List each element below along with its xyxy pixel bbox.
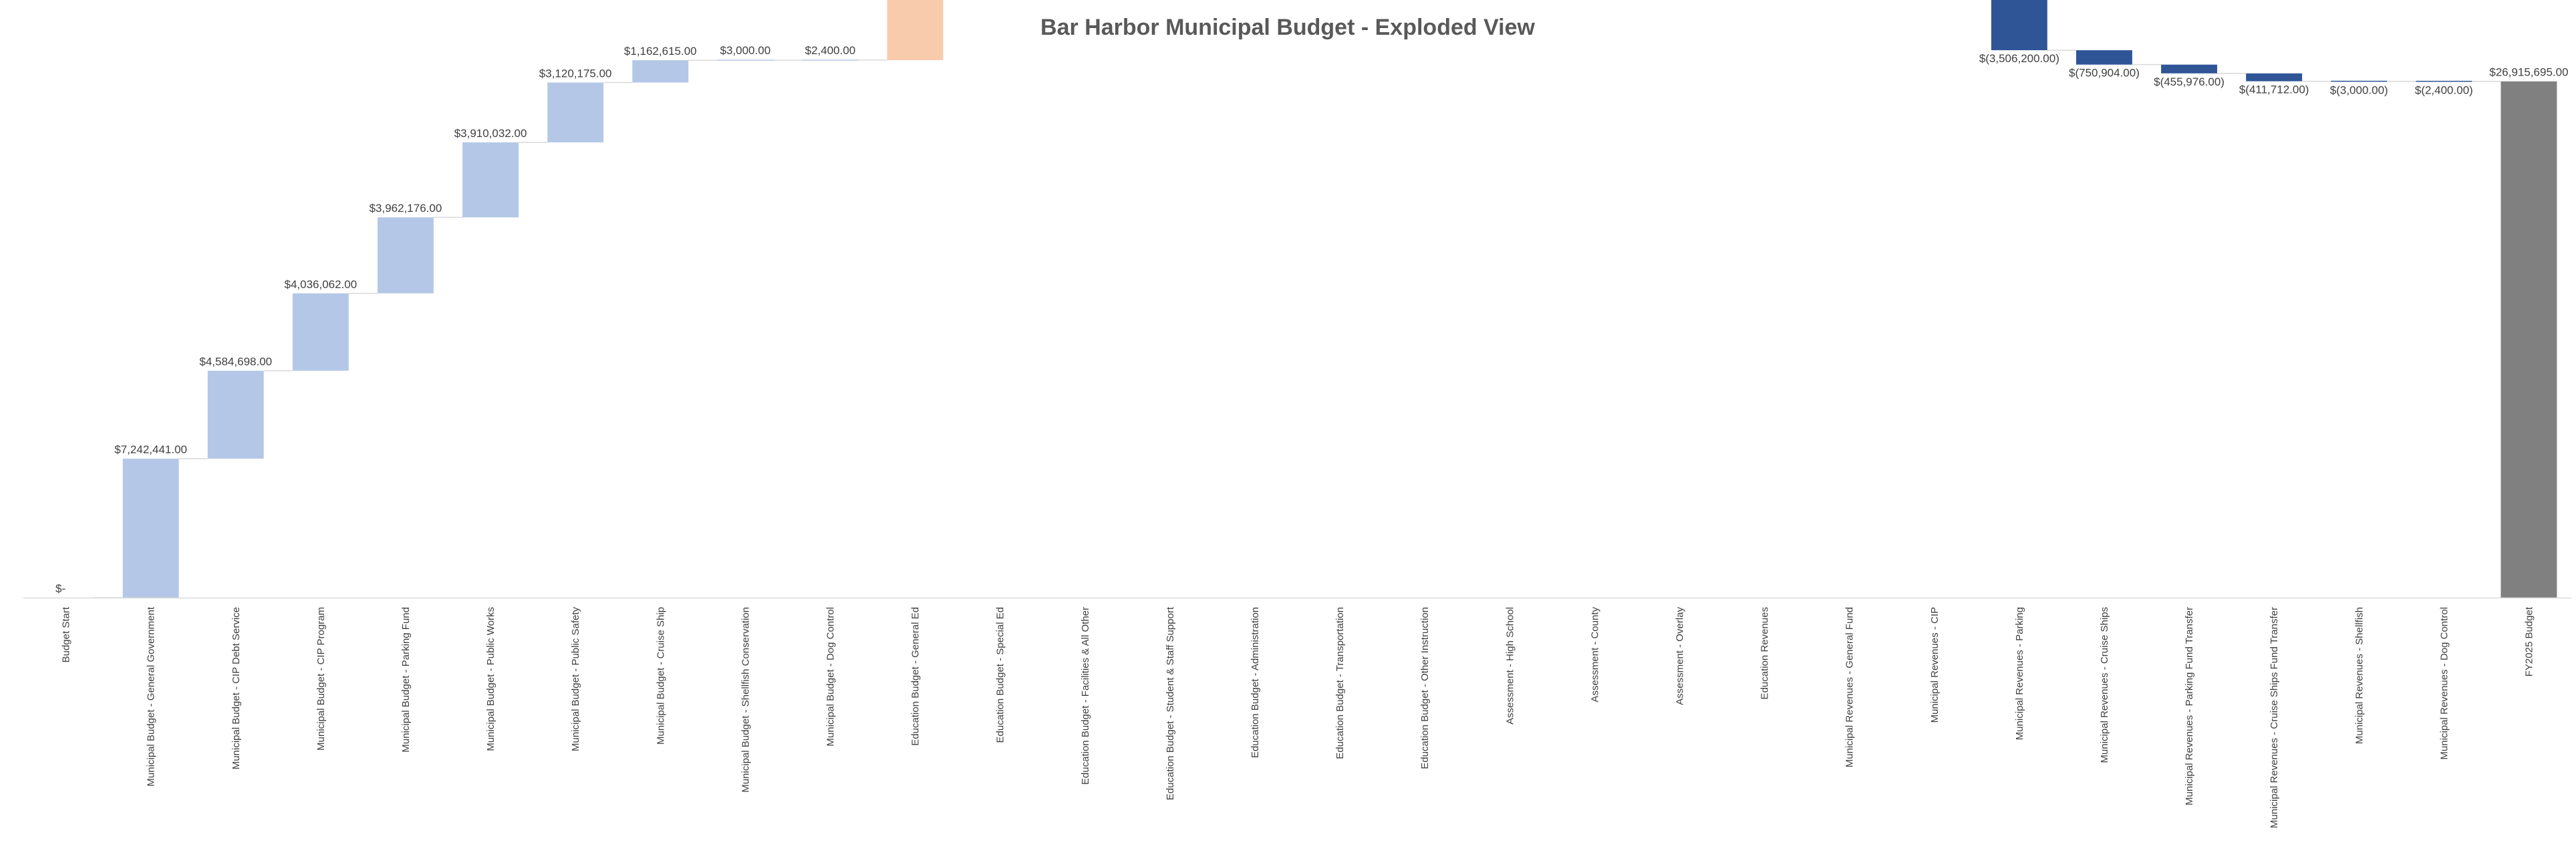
bar-municipal-revenues-cruise-ships-fund-transfer (2246, 73, 2303, 82)
category-label-municipal-revenues-parking-fund-transfer: Municipal Revenues - Parking Fund Transf… (2184, 607, 2195, 806)
category-label-municipal-revenues-shellfish: Municipal Revenues - Shellfish (2353, 607, 2365, 744)
data-label-municipal-budget-public-safety: $3,120,175.00 (539, 67, 612, 80)
data-label-municipal-budget-public-works: $3,910,032.00 (454, 127, 527, 140)
category-label-education-budget-transportation: Education Budget - Transportation (1334, 607, 1346, 759)
data-label-municipal-revenues-shellfish: $(3,000.00) (2330, 84, 2388, 96)
category-label-education-revenues: Education Revenues (1759, 607, 1771, 699)
bar-education-budget-general-ed (887, 0, 944, 60)
category-label-fy2025-budget: FY2025 Budget (2523, 606, 2535, 676)
category-label-education-budget-student-and-staff-support: Education Budget - Student & Staff Suppo… (1165, 606, 1176, 800)
data-label-municipal-budget-general-government: $7,242,441.00 (114, 443, 187, 456)
category-label-municipal-budget-parking-fund: Municipal Budget - Parking Fund (400, 607, 412, 753)
bar-municipal-revenues-cruise-ships (2076, 50, 2132, 65)
data-label-municipal-budget-shellfish-conservation: $3,000.00 (720, 44, 771, 57)
data-label-municipal-budget-parking-fund: $3,962,176.00 (370, 202, 442, 215)
bar-municipal-budget-general-government (122, 459, 179, 598)
category-label-municipal-revenues-general-fund: Municipal Revenues - General Fund (1844, 607, 1856, 767)
bar-municipal-revenues-parking (1991, 0, 2047, 51)
data-label-municipal-budget-cip-debt-service: $4,584,698.00 (199, 356, 272, 368)
data-label-municipal-revenues-cruise-ships: $(750,904.00) (2069, 67, 2140, 80)
bar-municipal-revenues-parking-fund-transfer (2161, 64, 2217, 74)
category-label-assessment-overlay: Assessment - Overlay (1674, 607, 1685, 705)
category-label-municipal-budget-dog-control: Municipal Budget - Dog Control (825, 607, 836, 746)
bar-municipal-budget-public-works (462, 142, 519, 218)
bar-municipal-budget-cruise-ship (632, 60, 689, 83)
bar-municipal-budget-public-safety (547, 82, 604, 142)
data-label-municipal-budget-cruise-ship: $1,162,615.00 (624, 45, 697, 57)
category-label-education-budget-facilities-and-all-other: Education Budget - Facilities & All Othe… (1080, 607, 1091, 785)
bar-municipal-budget-dog-control (802, 59, 859, 61)
category-label-assessment-high-school: Assessment - High School (1504, 607, 1516, 725)
bar-municipal-revenues-dog-control (2416, 80, 2472, 82)
data-label-group: $- $7,242,441.00 $4,584,698.00 $4,036,062.0… (55, 44, 2569, 595)
category-label-municipal-budget-cip-debt-service: Municipal Budget - CIP Debt Service (231, 607, 242, 769)
category-label-municipal-budget-public-safety: Municipal Budget - Public Safety (570, 607, 581, 751)
data-label-municipal-revenues-dog-control: $(2,400.00) (2415, 84, 2473, 96)
bar-municipal-budget-cip-program (292, 293, 349, 371)
bar-group (122, 0, 2557, 598)
category-label-education-budget-special-ed: Education Budget - Special Ed (995, 607, 1006, 743)
category-label-municipal-revenues-cip: Municipal Revenues - CIP (1929, 607, 1941, 723)
category-label-municipal-revenues-parking: Municipal Revenues - Parking (2014, 607, 2025, 740)
bar-municipal-budget-shellfish-conservation (717, 59, 774, 61)
category-label-municipal-budget-cruise-ship: Municipal Budget - Cruise Ship (655, 607, 666, 745)
data-label-municipal-revenues-parking: $(3,506,200.00) (1979, 52, 2059, 65)
category-label-municipal-budget-general-government: Municipal Budget - General Government (146, 606, 157, 786)
chart-title: Bar Harbor Municipal Budget - Exploded V… (1040, 15, 1535, 40)
category-label-municipal-budget-public-works: Municipal Budget - Public Works (485, 607, 496, 751)
category-label-education-budget-other-instruction: Education Budget - Other Instruction (1419, 607, 1431, 769)
data-label-municipal-budget-dog-control: $2,400.00 (805, 44, 856, 57)
data-label-municipal-revenues-parking-fund-transfer: $(455,976.00) (2154, 76, 2225, 88)
category-label-municipal-budget-shellfish-conservation: Municipal Budget - Shellfish Conservatio… (740, 607, 751, 793)
data-label-fy2025-budget: $26,915,695.00 (2489, 66, 2568, 79)
data-label-municipal-revenues-cruise-ships-fund-transfer: $(411,712.00) (2239, 84, 2309, 96)
bar-fy2025-budget (2500, 81, 2557, 598)
category-label-municipal-revenues-dog-control: Municipal Revenues - Dog Control (2438, 607, 2450, 759)
category-label-education-budget-administration: Education Budget - Administration (1250, 607, 1261, 758)
category-label-budget-start: Budget Start (61, 606, 72, 662)
category-label-municipal-revenues-cruise-ships-fund-transfer: Municipal Revenues - Cruise Ships Fund T… (2269, 607, 2280, 828)
category-label-group: Budget Start Municipal Budget - General G… (61, 606, 2535, 828)
bar-municipal-budget-parking-fund (378, 217, 434, 293)
data-label-budget-start: $- (55, 582, 65, 595)
category-label-education-budget-general-ed: Education Budget - General Ed (910, 607, 921, 746)
data-label-municipal-budget-cip-program: $4,036,062.00 (284, 278, 357, 291)
bar-municipal-revenues-shellfish (2331, 80, 2388, 82)
category-label-municipal-revenues-cruise-ships: Municipal Revenues - Cruise Ships (2099, 607, 2110, 763)
category-label-municipal-budget-cip-program: Municipal Budget - CIP Program (315, 607, 327, 751)
category-label-assessment-county: Assessment - County (1589, 607, 1600, 703)
bar-municipal-budget-cip-debt-service (207, 370, 264, 459)
connector-lines (94, 49, 2501, 598)
